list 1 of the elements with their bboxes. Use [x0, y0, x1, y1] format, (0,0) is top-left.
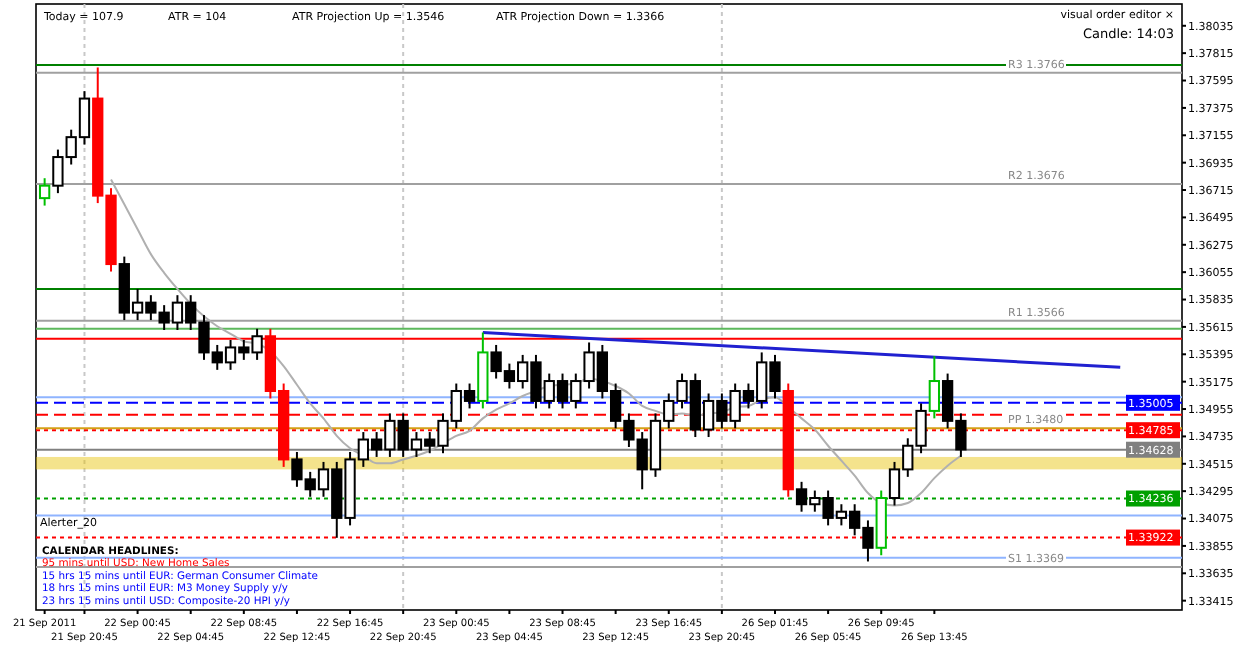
line-series — [110, 178, 962, 507]
